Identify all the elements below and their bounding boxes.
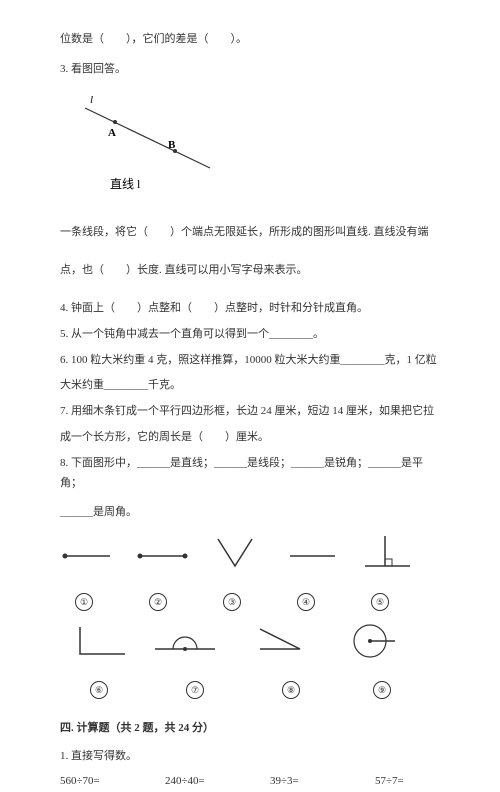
label-line-l: 直线 l bbox=[110, 177, 141, 191]
shape-6 bbox=[80, 627, 125, 654]
label-4: ④ bbox=[297, 593, 315, 611]
q5-text: 5. 从一个钝角中减去一个直角可以得到一个________。 bbox=[60, 325, 440, 345]
label-8: ⑧ bbox=[282, 681, 300, 699]
shape-1 bbox=[63, 554, 111, 559]
label-3: ③ bbox=[223, 593, 241, 611]
shape-5 bbox=[365, 536, 410, 566]
calc-4: 57÷7= bbox=[375, 772, 440, 792]
q6b-text: 大米约重________千克。 bbox=[60, 376, 440, 396]
q3-title: 3. 看图回答。 bbox=[60, 60, 440, 80]
label-6: ⑥ bbox=[90, 681, 108, 699]
point-a bbox=[113, 120, 117, 124]
shape-8 bbox=[260, 629, 300, 649]
q3-text1: 一条线段，将它（ ）个端点无限延长，所形成的图形叫直线. 直线没有端 bbox=[60, 223, 440, 243]
label-l: l bbox=[90, 94, 93, 106]
calc-1: 560÷70= bbox=[60, 772, 125, 792]
shape-7 bbox=[155, 637, 215, 651]
label-2: ② bbox=[149, 593, 167, 611]
label-a: A bbox=[108, 127, 116, 139]
label-9: ⑨ bbox=[373, 681, 391, 699]
calc-row: 560÷70= 240÷40= 39÷3= 57÷7= bbox=[60, 772, 440, 792]
shape-9 bbox=[354, 625, 395, 657]
shapes-row1: ① ② ③ ④ ⑤ bbox=[60, 531, 440, 611]
calc-2: 240÷40= bbox=[165, 772, 230, 792]
label-b: B bbox=[168, 139, 176, 151]
shape-3 bbox=[218, 539, 252, 566]
calc-3: 39÷3= bbox=[270, 772, 335, 792]
label-5: ⑤ bbox=[371, 593, 389, 611]
section4-title: 四. 计算题（共 2 题，共 24 分） bbox=[60, 719, 440, 739]
q8b-text: ______是周角。 bbox=[60, 503, 440, 523]
shape-2 bbox=[138, 554, 188, 559]
q7b-text: 成一个长方形，它的周长是（ ）厘米。 bbox=[60, 428, 440, 448]
shapes-row2: ⑥ ⑦ ⑧ ⑨ bbox=[60, 619, 440, 699]
q3-figure: l A B 直线 l bbox=[60, 88, 440, 206]
q7a-text: 7. 用细木条钉成一个平行四边形框，长边 24 厘米，短边 14 厘米，如果把它… bbox=[60, 402, 440, 422]
q3-text2: 点，也（ ）长度. 直线可以用小写字母来表示。 bbox=[60, 261, 440, 281]
q6a-text: 6. 100 粒大米约重 4 克，照这样推算，10000 粒大米大约重_____… bbox=[60, 351, 440, 371]
line-l bbox=[85, 108, 210, 168]
q4-text: 4. 钟面上（ ）点整和（ ）点整时，时针和分针成直角。 bbox=[60, 299, 440, 319]
calc-title: 1. 直接写得数。 bbox=[60, 747, 440, 767]
label-7: ⑦ bbox=[186, 681, 204, 699]
label-1: ① bbox=[75, 593, 93, 611]
q2-text: 位数是（ ），它们的差是（ ）。 bbox=[60, 30, 440, 50]
q8a-text: 8. 下面图形中，______是直线；______是线段；______是锐角；_… bbox=[60, 454, 440, 494]
